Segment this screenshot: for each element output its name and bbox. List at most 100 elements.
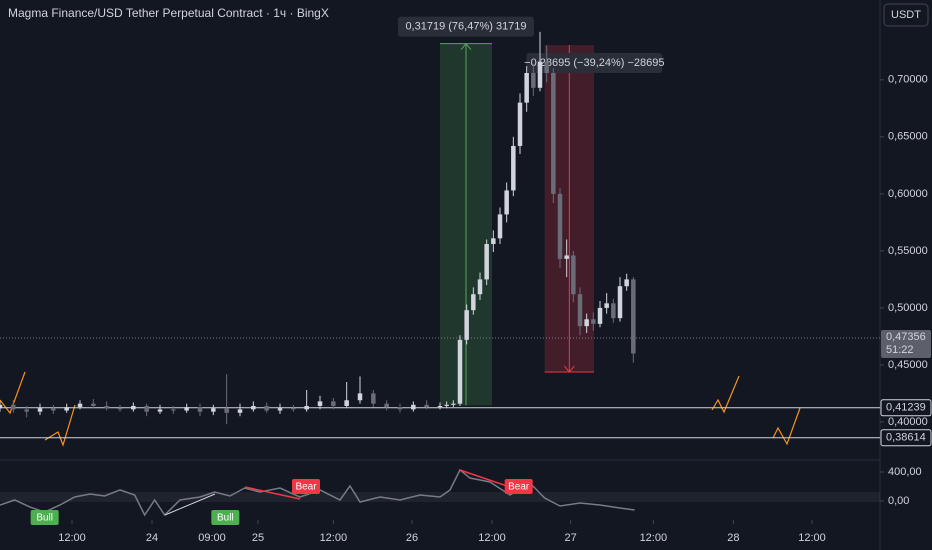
current-price-label: 0,47356 [886, 331, 926, 343]
signal-bg [504, 479, 533, 494]
candle-body [544, 61, 549, 73]
candle-body [511, 145, 516, 191]
drawing [44, 404, 76, 447]
candle-body [471, 294, 476, 311]
candle-body [291, 408, 296, 410]
candle-body [104, 405, 109, 409]
osc-tick-label: 0,00 [888, 495, 909, 507]
drawing [0, 371, 26, 415]
candle-body [504, 190, 509, 215]
candle-body [564, 255, 569, 259]
x-tick-label: 26 [406, 532, 418, 544]
candle-body [237, 409, 243, 413]
y-tick-label: 0,55000 [888, 245, 928, 257]
candle-body [631, 279, 636, 354]
candle-body [77, 403, 83, 408]
candle-body [131, 405, 136, 410]
candle-body [424, 404, 429, 408]
signal-label: Bull [217, 513, 234, 524]
candle-body [304, 405, 309, 410]
candle-body [357, 393, 363, 401]
candle-body [224, 408, 229, 413]
candle-body [624, 279, 629, 287]
candle-body [144, 405, 149, 412]
candle-body [251, 405, 256, 410]
candle-body [384, 403, 389, 408]
candle-body [171, 409, 176, 411]
currency-button[interactable] [883, 3, 929, 27]
candle-body [551, 72, 556, 194]
measure-head [460, 42, 472, 50]
y-tick-label: 0,65000 [888, 131, 928, 143]
current-price-bg [881, 330, 931, 359]
countdown-label: 51:22 [886, 344, 914, 356]
candle-body [537, 61, 543, 88]
hline-label: 0,41239 [886, 402, 926, 414]
signal-bg [292, 479, 320, 494]
candle-body [184, 407, 189, 411]
signal-bg [211, 510, 240, 525]
candle-body [37, 408, 43, 412]
measure-label: −0,28695 (−39,24%) −28695 [524, 57, 664, 69]
x-tick-label: 28 [727, 532, 739, 544]
measure-label: 0,31719 (76,47%) 31719 [405, 21, 526, 33]
divergence [459, 469, 511, 488]
candle-body [51, 408, 56, 411]
signal-label: Bull [36, 513, 53, 524]
candle-body [531, 72, 536, 88]
x-tick-label: 12:00 [640, 532, 668, 544]
y-tick-label: 0,50000 [888, 302, 928, 314]
x-tick-label: 27 [565, 532, 577, 544]
drawing [711, 375, 740, 414]
chart-title: Magma Finance/USD Tether Perpetual Contr… [8, 6, 329, 20]
candle-body [211, 408, 216, 412]
drawing [772, 407, 801, 446]
candle-body [117, 408, 123, 410]
x-tick-label: 12:00 [798, 532, 826, 544]
candle-body [437, 405, 443, 408]
y-tick-label: 0,40000 [888, 416, 928, 428]
signal-label: Bear [295, 482, 317, 493]
y-tick-label: 0,45000 [888, 359, 928, 371]
candle-body [317, 401, 323, 406]
candle-body [451, 403, 456, 405]
x-tick-label: 12:00 [320, 532, 348, 544]
candle-body [371, 393, 376, 404]
hline-label: 0,38614 [886, 432, 926, 444]
drawings [0, 371, 801, 447]
candle-body [577, 294, 583, 327]
hline-label-bg [880, 399, 932, 417]
x-tick-label: 12:00 [58, 532, 86, 544]
candle-body [91, 403, 96, 406]
candle-body [611, 303, 616, 319]
measure-head [563, 365, 575, 373]
candle-body [597, 307, 603, 324]
signal-bg [30, 510, 59, 525]
candle-body [524, 72, 529, 103]
candle-body [517, 102, 523, 146]
candle-body [491, 238, 496, 245]
candle-body [604, 303, 609, 308]
candle-body [11, 404, 16, 410]
candle-body [411, 404, 416, 410]
y-tick-label: 0,70000 [888, 74, 928, 86]
y-tick-label: 0,60000 [888, 188, 928, 200]
candle-body [0, 404, 3, 409]
signal-label: Bear [508, 482, 530, 493]
candle-body [397, 407, 403, 410]
candle-body [457, 339, 463, 404]
measure-label-bg [526, 53, 663, 74]
candle-body [571, 255, 576, 295]
candle-body [484, 244, 489, 280]
candle-body [497, 214, 503, 239]
hline-label-bg [880, 429, 932, 447]
x-tick-label: 25 [252, 532, 264, 544]
candle-body [557, 193, 563, 259]
candle-body [591, 319, 596, 324]
divergence [244, 486, 301, 500]
candle-body [584, 319, 589, 327]
currency-label[interactable]: USDT [891, 9, 921, 21]
candle-body [444, 404, 449, 406]
measure-label-bg [398, 16, 534, 37]
